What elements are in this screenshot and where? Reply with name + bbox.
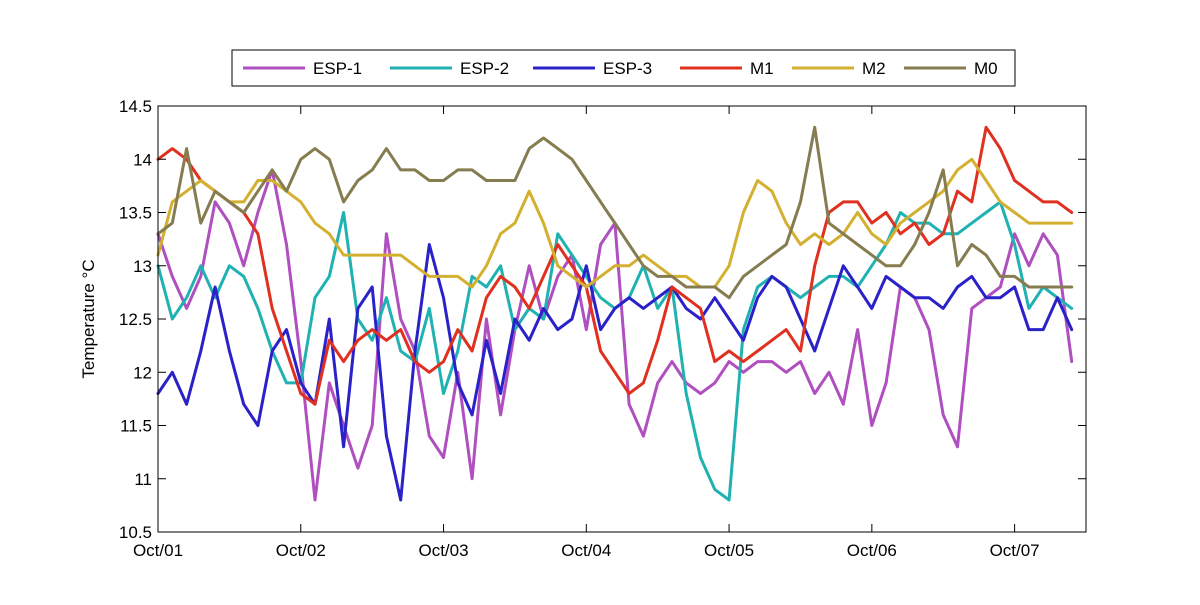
x-tick-label: Oct/03 [418, 541, 468, 560]
legend-label-m2: M2 [862, 59, 886, 78]
x-tick-label: Oct/02 [276, 541, 326, 560]
y-tick-label: 10.5 [119, 523, 152, 542]
legend-label-m0: M0 [974, 59, 998, 78]
legend-label-esp-2: ESP-2 [460, 59, 509, 78]
series-layer [156, 125, 1074, 502]
y-tick-label: 12 [133, 363, 152, 382]
x-axis: Oct/01 Oct/02 Oct/03 Oct/04 Oct/05 Oct/06 Oct/… [133, 106, 1040, 560]
x-tick-label: Oct/04 [561, 541, 611, 560]
y-tick-label: 13 [133, 257, 152, 276]
x-tick-label: Oct/05 [704, 541, 754, 560]
legend: ESP-1 ESP-2 ESP-3 M1 M2 M0 [231, 49, 1016, 87]
y-tick-label: 11.5 [120, 417, 152, 436]
y-tick-label: 14.5 [119, 97, 152, 116]
legend-label-esp-1: ESP-1 [313, 59, 362, 78]
x-tick-label: Oct/06 [847, 541, 897, 560]
y-tick-label: 14 [133, 150, 152, 169]
legend-label-m1: M1 [750, 59, 774, 78]
x-tick-label: Oct/07 [990, 541, 1040, 560]
y-axis: 10.5 11 11.5 12 12.5 13 13.5 14 14.5 [119, 97, 1086, 542]
x-tick-label: Oct/01 [133, 541, 183, 560]
y-tick-label: 13.5 [119, 204, 152, 223]
y-tick-label: 11 [134, 470, 152, 489]
y-axis-label: Temperature °C [79, 259, 98, 378]
y-tick-label: 12.5 [119, 310, 152, 329]
legend-label-esp-3: ESP-3 [603, 59, 652, 78]
series-line-m0 [156, 125, 1074, 300]
series-line-m2 [156, 157, 1074, 289]
legend-box [231, 49, 1016, 87]
series-line-esp-3 [156, 243, 1074, 502]
